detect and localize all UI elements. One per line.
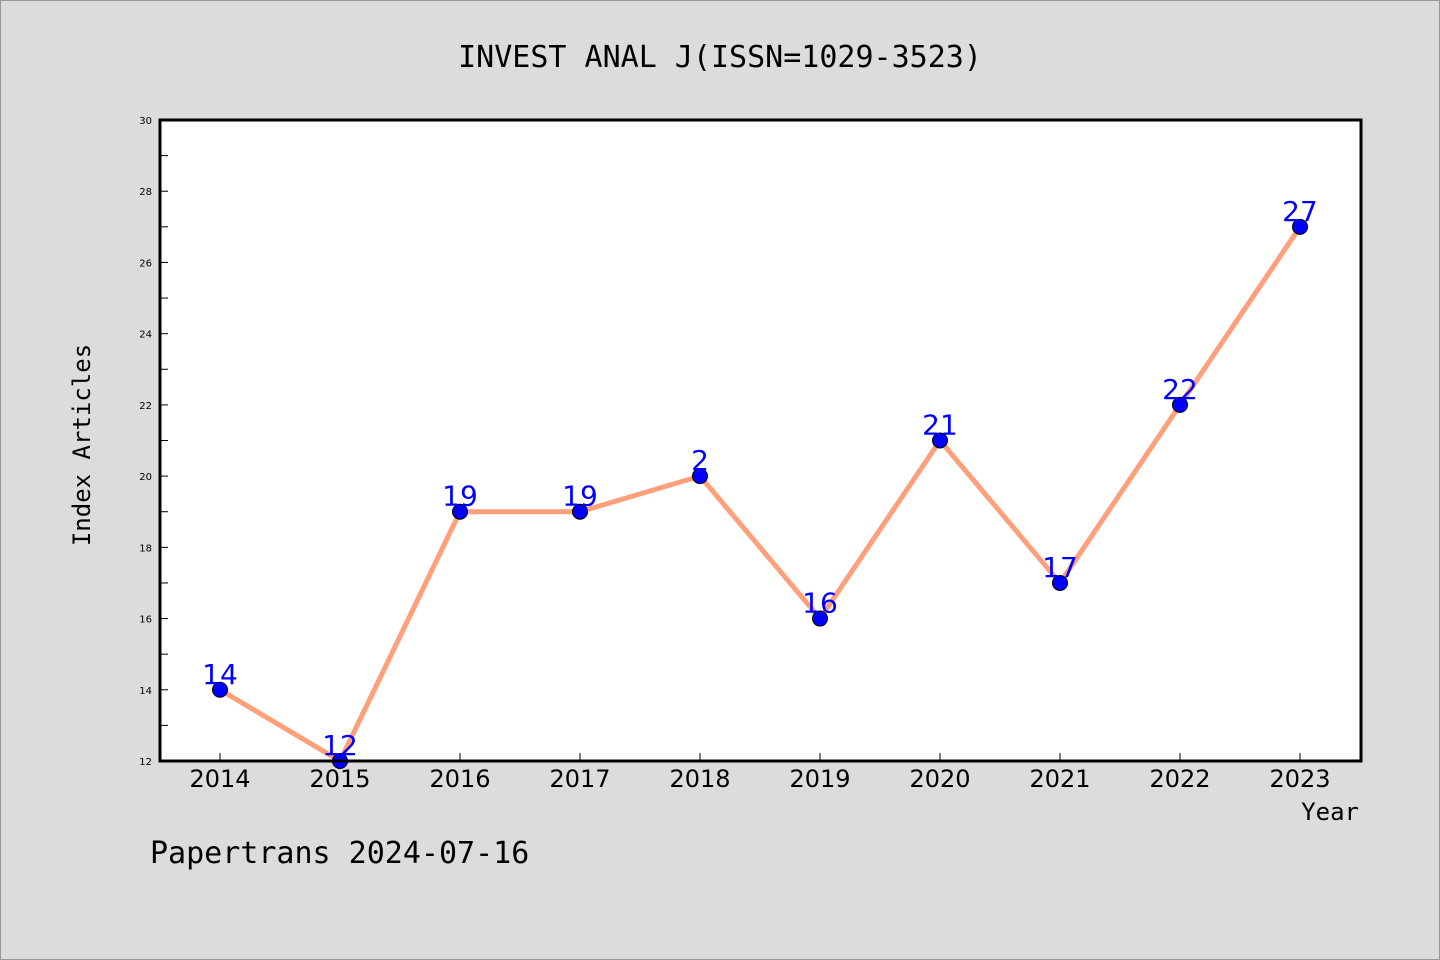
y-tick-label: 20	[139, 472, 152, 483]
chart-title: INVEST ANAL J(ISSN=1029-3523)	[458, 40, 982, 75]
x-tick-label: 2020	[909, 765, 970, 793]
data-label: 17	[1042, 551, 1078, 584]
x-tick-label: 2019	[789, 765, 850, 793]
data-label: 22	[1162, 373, 1198, 406]
x-tick-label: 2015	[309, 765, 370, 793]
x-axis-label: Year	[1301, 798, 1359, 826]
data-label: 19	[562, 480, 598, 513]
data-point	[692, 468, 708, 485]
x-tick-label: 2016	[429, 765, 490, 793]
data-point	[812, 610, 828, 627]
data-label: 21	[922, 409, 958, 442]
y-tick-label: 16	[139, 615, 152, 626]
data-point	[1052, 574, 1068, 591]
data-point	[1172, 396, 1188, 413]
x-tick-label: 2022	[1149, 765, 1210, 793]
plot-area	[160, 120, 1361, 761]
y-axis-label: Index Articles	[68, 344, 96, 546]
data-label: 12	[322, 729, 358, 762]
data-point	[1292, 218, 1308, 235]
y-tick-label: 24	[139, 330, 152, 341]
x-tick-label: 2014	[189, 765, 250, 793]
y-tick-label: 14	[139, 686, 152, 697]
y-tick-label: 12	[139, 757, 152, 768]
data-point	[212, 681, 228, 698]
x-tick-label: 2018	[669, 765, 730, 793]
series-layer: 14 12 19 19 2 16 21 17 22 27	[202, 195, 1318, 769]
data-point	[932, 432, 948, 449]
x-tick-label: 2017	[549, 765, 610, 793]
y-tick-label: 18	[139, 543, 152, 554]
data-label: 16	[802, 587, 838, 620]
data-point	[572, 503, 588, 520]
y-tick-label: 26	[139, 258, 152, 269]
data-point	[452, 503, 468, 520]
series-line	[217, 224, 1303, 764]
x-tick-label: 2021	[1029, 765, 1090, 793]
plot-border	[158, 118, 1363, 763]
data-label: 14	[202, 658, 238, 691]
data-label: 2	[691, 444, 709, 477]
x-tick-label: 2023	[1269, 765, 1330, 793]
footer-text: Papertrans 2024-07-16	[150, 836, 529, 871]
data-label: 19	[442, 480, 478, 513]
data-label: 27	[1282, 195, 1318, 228]
y-tick-label: 22	[139, 401, 152, 412]
x-axis: 2014 2015 2016 2017 2018 2019 2020 2021 2022 2023	[189, 753, 1331, 793]
y-tick-label: 30	[139, 116, 152, 127]
y-tick-label: 28	[139, 187, 152, 198]
